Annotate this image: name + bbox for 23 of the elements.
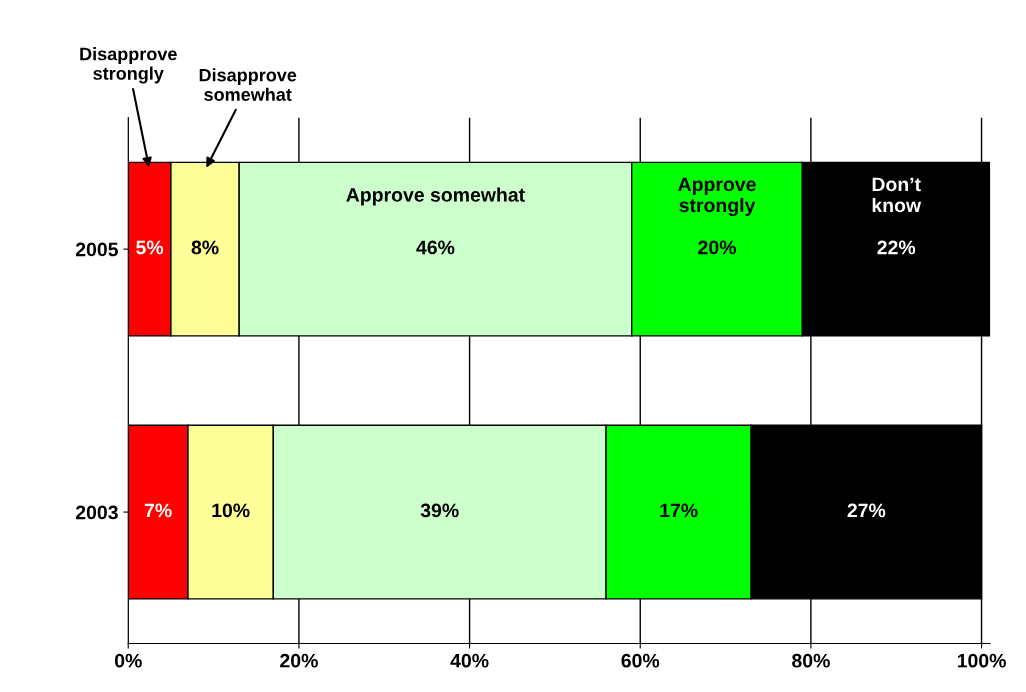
data-label: 17% [660,503,698,518]
x-tick-label: 80% [792,653,830,668]
data-label: 10% [212,503,250,518]
data-label: 7% [144,503,172,518]
x-tick-label: 60% [621,653,660,668]
y-tick-label: 2005 [75,242,118,257]
y-tick-label: 2003 [75,505,118,520]
x-tick-label: 100% [957,653,1006,668]
x-tick-label: 0% [114,653,142,668]
data-label: 27% [847,503,886,518]
x-tick-label: 20% [280,653,318,668]
series-label: Approve strongly [678,177,756,217]
data-label: 5% [136,240,164,255]
data-label: 20% [698,240,736,255]
data-label: 39% [420,503,459,518]
series-label: Approve somewhat [346,187,525,206]
data-label: 22% [877,240,916,255]
series-label: Don’t know [872,177,922,213]
text: Disapprove somewhat [199,68,297,101]
data-label: 8% [191,240,219,255]
data-label: 46% [416,240,455,255]
x-tick-label: 40% [450,653,489,668]
text: Disapprove strongly [80,47,177,84]
